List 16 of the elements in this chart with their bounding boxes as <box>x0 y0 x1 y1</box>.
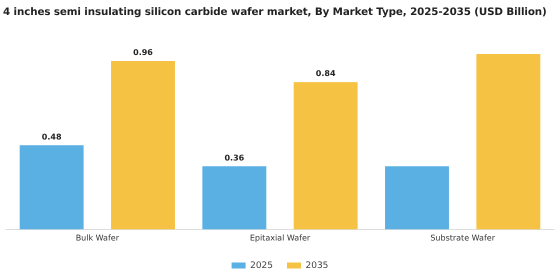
bar <box>385 166 449 230</box>
legend-label: 2025 <box>250 260 273 271</box>
legend-label: 2035 <box>306 260 328 271</box>
x-tick-label: Substrate Wafer <box>430 233 496 242</box>
chart-title: 4 inches semi insulating silicon carbide wafer market, By Market Type, 2025-2035 (USD Billion) <box>2 6 548 18</box>
x-tick-label: Bulk Wafer <box>76 233 120 242</box>
bar <box>202 166 266 230</box>
x-tick-label: Epitaxial Wafer <box>250 233 311 242</box>
bar <box>111 61 175 230</box>
data-label: 0.36 <box>224 153 245 162</box>
data-label: 0.84 <box>316 69 336 78</box>
bar <box>20 145 84 230</box>
data-label: 0.48 <box>42 132 62 142</box>
bar <box>476 54 540 230</box>
data-label: 0.96 <box>133 48 154 58</box>
bar <box>294 82 358 230</box>
